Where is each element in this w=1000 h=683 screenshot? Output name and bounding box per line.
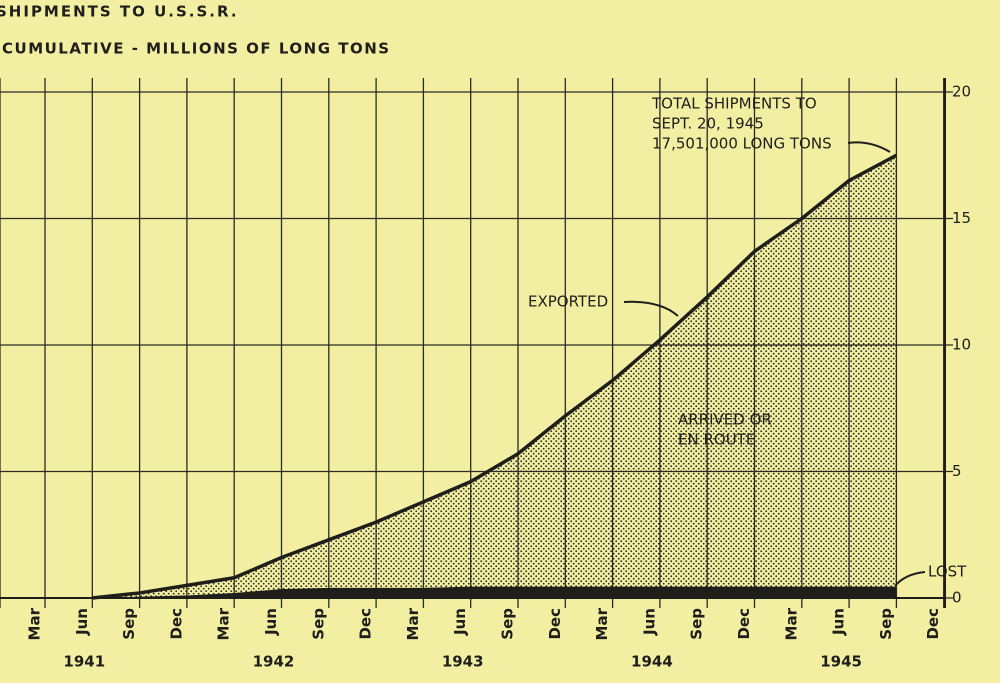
x-tick-label: Mar (782, 607, 800, 640)
x-tick-label: Sep (877, 608, 895, 640)
y-tick-label: 15 (952, 209, 971, 227)
x-tick-label: Dec (357, 608, 375, 640)
x-tick-label: Mar (215, 607, 233, 640)
year-label: 1943 (442, 653, 484, 671)
annotation: EN ROUTE (678, 431, 755, 449)
year-label: 1944 (631, 653, 673, 671)
x-tick-label: Jun (830, 608, 848, 636)
lost-band (92, 586, 897, 598)
y-tick-label: 20 (952, 83, 971, 101)
y-tick-label: 10 (952, 336, 971, 354)
annotation: 17,501,000 LONG TONS (652, 135, 832, 153)
arrow (847, 141, 891, 153)
annotation: SEPT. 20, 1945 (652, 115, 764, 133)
x-tick-label: Sep (309, 608, 327, 640)
x-tick-label: Sep (499, 608, 517, 640)
x-tick-label: Mar (593, 607, 611, 640)
annotation: TOTAL SHIPMENTS TO (651, 95, 817, 113)
y-tick-label: 0 (952, 589, 962, 607)
arrow (894, 571, 926, 587)
x-tick-label: Mar (26, 607, 44, 640)
chart-title: SHIPMENTS TO U.S.S.R. (0, 3, 239, 21)
year-label: 1942 (253, 653, 295, 671)
x-tick-label: Mar (404, 607, 422, 640)
year-label: 1945 (820, 653, 862, 671)
exported-area (92, 155, 897, 598)
x-tick-label: Jun (640, 608, 658, 636)
chart-subtitle: CUMULATIVE - MILLIONS OF LONG TONS (2, 40, 391, 58)
x-tick-label: Sep (120, 608, 138, 640)
x-tick-label: Jun (262, 608, 280, 636)
exported-line (92, 153, 898, 600)
series-label: EXPORTED (528, 293, 608, 311)
year-label: 1941 (63, 653, 105, 671)
annotation: ARRIVED OR (678, 411, 772, 429)
x-tick-label: Sep (688, 608, 706, 640)
y-tick-label: 5 (952, 462, 962, 480)
series-label: LOST (928, 563, 967, 581)
x-tick-label: Jun (451, 608, 469, 636)
x-tick-label: Jun (73, 608, 91, 636)
x-tick-label: Dec (924, 608, 942, 640)
arrow (623, 300, 679, 317)
x-tick-label: Dec (735, 608, 753, 640)
x-tick-label: Dec (167, 608, 185, 640)
x-tick-label: Dec (546, 608, 564, 640)
